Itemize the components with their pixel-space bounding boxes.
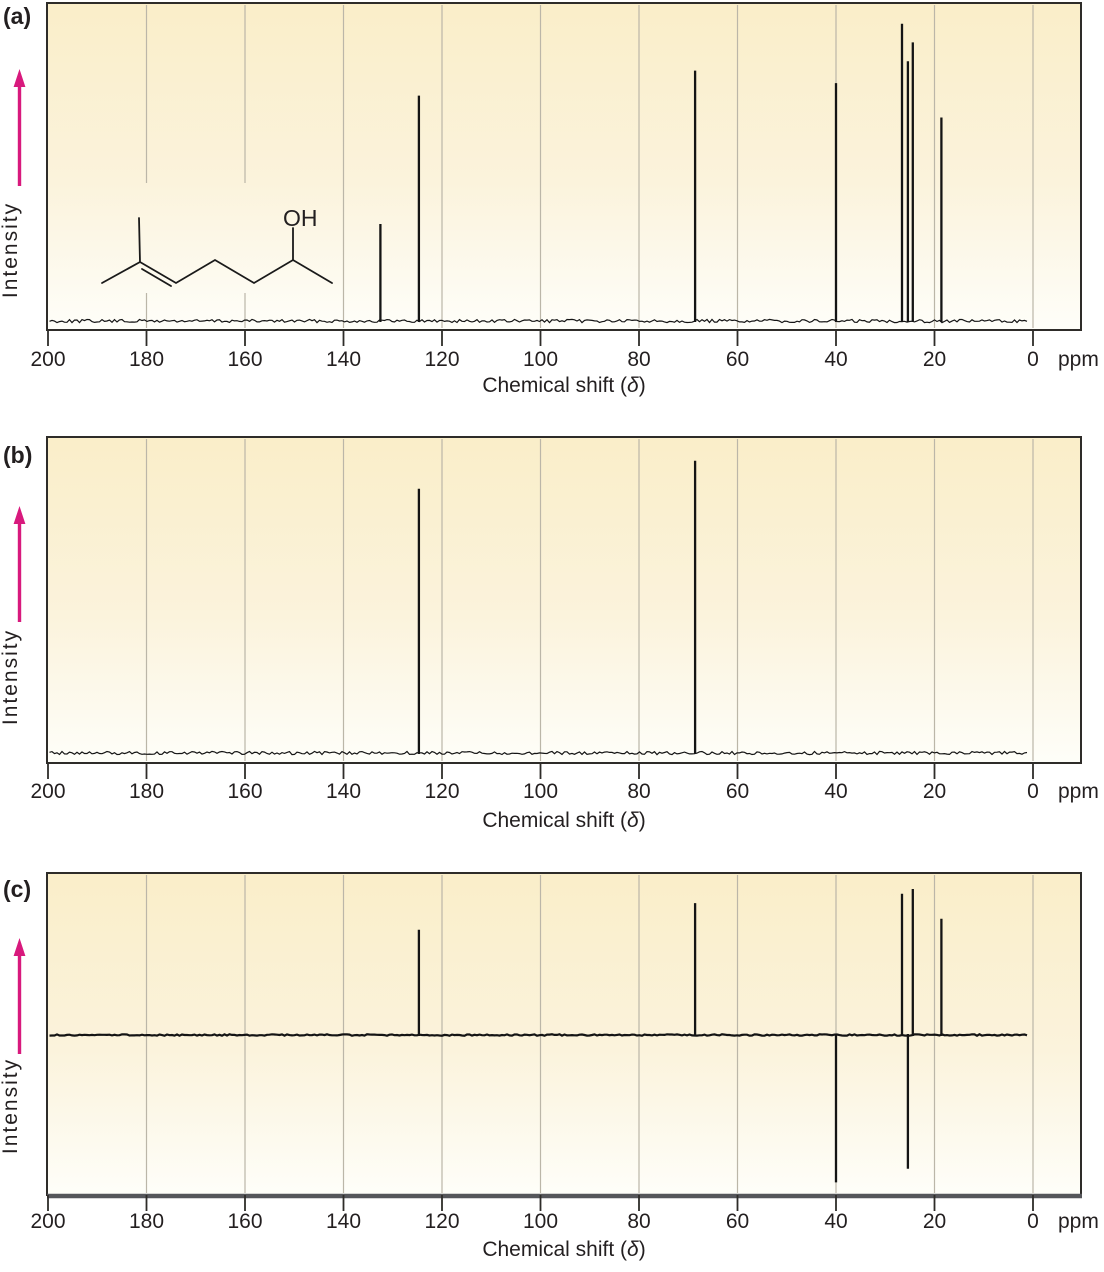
baseline-trace [49,750,1028,756]
intensity-arrowhead-b [13,506,26,524]
ppm-unit-label-b: ppm [1058,780,1099,803]
axis-0: 200 180 160 140 120 100 80 60 40 20 0 [30,330,1039,371]
x-tick-label-80: 80 [627,1210,650,1233]
molecule-hydroxyl-label: OH [283,205,318,231]
baseline-trace [49,1033,1028,1037]
x-tick-label-180: 180 [129,780,164,803]
delta-symbol: δ [627,1238,639,1261]
x-tick-label-200: 200 [30,1210,65,1233]
molecule-methyl-bond [138,217,141,263]
y-axis-title-b: Intensity [0,629,22,725]
x-tick-label-120: 120 [424,348,459,371]
gridlines-1 [145,439,1034,761]
x-tick-label-140: 140 [326,780,361,803]
spectrum-0 [49,23,1028,324]
y-axis-title-c: Intensity [0,1058,22,1154]
x-tick-label-0: 0 [1027,348,1039,371]
x-tick-label-40: 40 [824,1210,847,1233]
x-axis-title-c: Chemical shift (δ) [482,1238,645,1261]
axis-2: 200 180 160 140 120 100 80 60 40 20 0 [30,1195,1039,1233]
x-tick-label-140: 140 [326,348,361,371]
x-tick-label-200: 200 [30,348,65,371]
x-tick-label-60: 60 [726,780,749,803]
x-tick-label-80: 80 [627,348,650,371]
panel-b: 200 180 160 140 120 100 80 60 40 20 0 (b) Intensit… [0,436,1099,832]
delta-symbol: δ [627,374,639,397]
x-tick-label-60: 60 [726,1210,749,1233]
x-tick-label-20: 20 [923,1210,946,1233]
x-tick-label-0: 0 [1027,780,1039,803]
x-tick-label-200: 200 [30,780,65,803]
baseline-trace [49,318,1028,324]
x-tick-label-180: 180 [129,348,164,371]
x-tick-label-100: 100 [523,780,558,803]
plot-area-b [46,436,1082,764]
panel-label-c: (c) [3,876,31,902]
x-axis-title-a: Chemical shift (δ) [482,374,645,397]
x-tick-label-20: 20 [923,348,946,371]
molecule-double-bond-second-line [141,268,172,287]
ppm-unit-label-a: ppm [1058,348,1099,371]
x-tick-label-20: 20 [923,780,946,803]
x-tick-label-160: 160 [227,1210,262,1233]
x-tick-label-120: 120 [424,1210,459,1233]
panel-a: OH 200 180 160 140 120 100 80 60 40 20 0 (a) Inten… [0,2,1099,397]
panel-label-a: (a) [3,3,31,29]
panel-c: 200 180 160 140 120 100 80 60 40 20 0 (c) Intensit… [0,872,1099,1261]
x-tick-label-160: 160 [227,348,262,371]
axis-1: 200 180 160 140 120 100 80 60 40 20 0 [30,763,1039,803]
x-tick-label-100: 100 [523,348,558,371]
intensity-arrowhead-c [13,938,26,956]
intensity-arrowhead-a [13,69,26,87]
x-tick-label-40: 40 [824,780,847,803]
x-tick-label-160: 160 [227,780,262,803]
y-axis-title-a: Intensity [0,202,22,298]
x-axis-title-b: Chemical shift (δ) [482,809,645,832]
x-tick-label-100: 100 [523,1210,558,1233]
x-tick-label-80: 80 [627,780,650,803]
panel-label-b: (b) [3,442,32,468]
molecule-6-methyl-5-hepten-2-ol: OH [101,205,333,287]
x-tick-label-180: 180 [129,1210,164,1233]
x-tick-label-60: 60 [726,348,749,371]
delta-symbol: δ [627,809,639,832]
spectrum-2 [49,889,1028,1183]
x-tick-label-140: 140 [326,1210,361,1233]
plot-area-a [46,2,1082,331]
spectrum-1 [49,460,1028,756]
x-tick-label-0: 0 [1027,1210,1039,1233]
ppm-unit-label-c: ppm [1058,1210,1099,1233]
x-tick-label-120: 120 [424,780,459,803]
x-tick-label-40: 40 [824,348,847,371]
